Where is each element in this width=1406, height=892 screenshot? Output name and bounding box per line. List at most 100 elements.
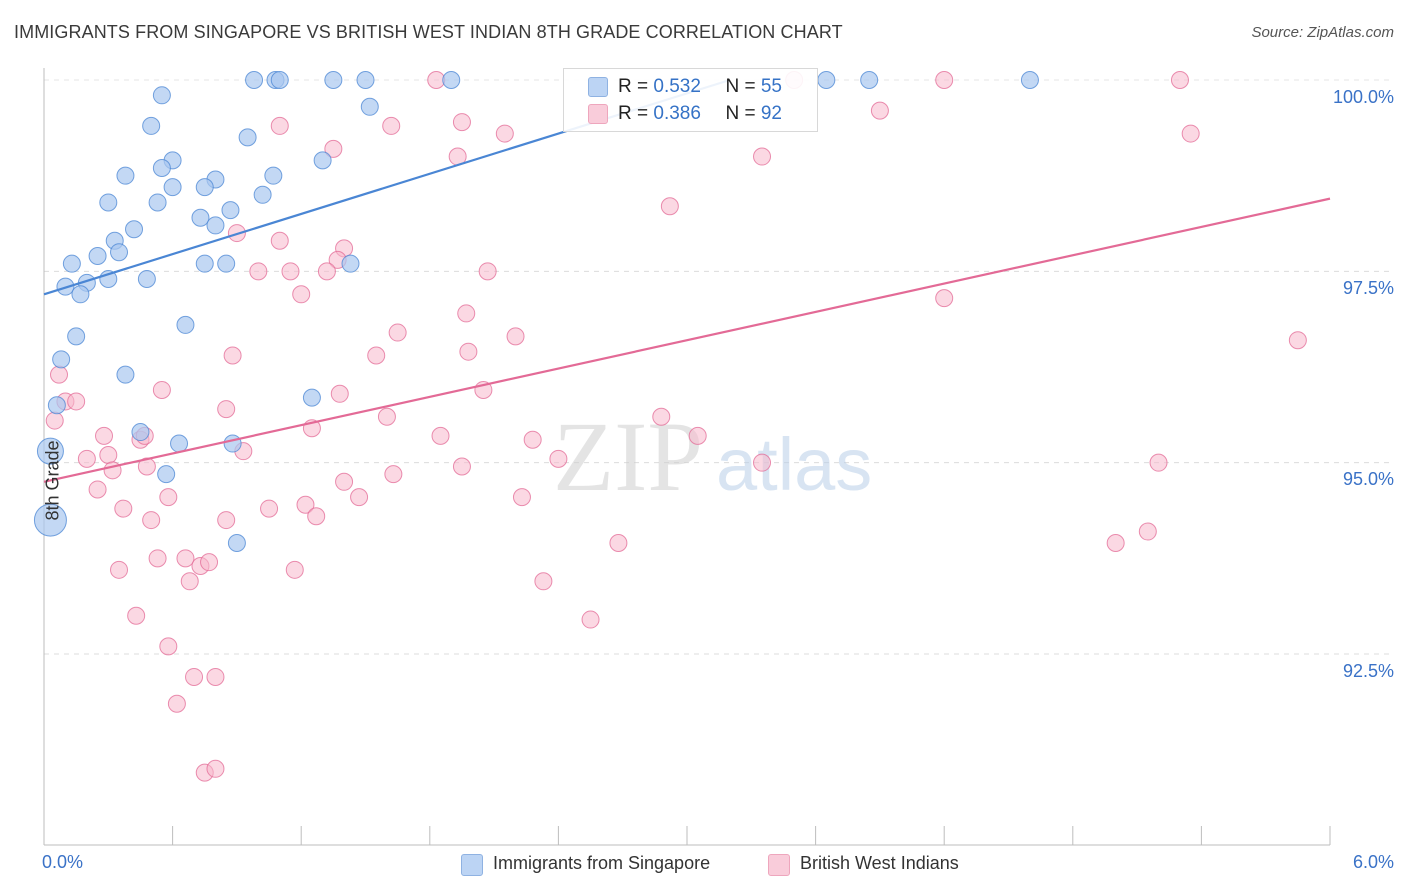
point-singapore: [442, 71, 461, 89]
point-british-west-indian: [431, 426, 450, 445]
y-tick-label: 95.0%: [1342, 469, 1394, 489]
point-british-west-indian: [206, 667, 225, 686]
point-british-west-indian: [50, 365, 69, 384]
point-singapore: [206, 216, 225, 235]
point-british-west-indian: [137, 457, 156, 476]
point-singapore: [253, 185, 272, 204]
correlation-legend: R = 0.532 N = 55 R = 0.386 N = 92: [563, 68, 818, 132]
point-british-west-indian: [506, 327, 525, 346]
point-british-west-indian: [1288, 331, 1307, 350]
point-singapore: [67, 327, 86, 346]
point-singapore: [116, 365, 135, 384]
point-british-west-indian: [335, 472, 354, 491]
point-british-west-indian: [159, 637, 178, 656]
point-british-west-indian: [270, 116, 289, 135]
point-singapore: [223, 434, 242, 453]
point-british-west-indian: [110, 560, 129, 579]
point-british-west-indian: [180, 572, 199, 591]
point-singapore: [36, 437, 64, 465]
point-british-west-indian: [159, 488, 178, 507]
point-british-west-indian: [350, 488, 369, 507]
point-singapore: [227, 534, 246, 553]
point-british-west-indian: [870, 101, 889, 120]
point-british-west-indian: [324, 139, 343, 158]
point-british-west-indian: [206, 759, 225, 778]
point-singapore: [131, 423, 150, 442]
point-singapore: [170, 434, 189, 453]
point-british-west-indian: [1106, 534, 1125, 553]
point-british-west-indian: [935, 71, 954, 89]
point-british-west-indian: [1170, 71, 1189, 89]
point-british-west-indian: [660, 197, 679, 216]
point-singapore: [176, 315, 195, 334]
point-british-west-indian: [185, 667, 204, 686]
point-british-west-indian: [270, 231, 289, 250]
legend-r-label: R =: [618, 103, 654, 124]
point-british-west-indian: [457, 304, 476, 323]
point-british-west-indian: [95, 426, 114, 445]
y-axis-label: 8th Grade: [42, 440, 63, 521]
point-british-west-indian: [377, 407, 396, 426]
point-british-west-indian: [260, 499, 279, 518]
point-singapore: [52, 350, 71, 369]
point-british-west-indian: [382, 116, 401, 135]
point-british-west-indian: [609, 534, 628, 553]
legend-n-value: 55: [760, 76, 782, 97]
series-legend-label: Immigrants from Singapore: [493, 853, 711, 873]
point-british-west-indian: [534, 572, 553, 591]
point-singapore: [47, 396, 66, 415]
point-british-west-indian: [478, 262, 497, 281]
point-singapore: [152, 86, 171, 105]
point-singapore: [99, 193, 118, 212]
point-singapore: [356, 71, 375, 89]
point-singapore: [817, 71, 836, 89]
point-british-west-indian: [223, 346, 242, 365]
legend-n-label: N =: [725, 76, 761, 97]
point-british-west-indian: [688, 426, 707, 445]
point-singapore: [110, 243, 129, 262]
point-singapore: [264, 166, 283, 185]
point-british-west-indian: [330, 384, 349, 403]
point-british-west-indian: [523, 430, 542, 449]
point-british-west-indian: [77, 449, 96, 468]
chart-title: IMMIGRANTS FROM SINGAPORE VS BRITISH WES…: [14, 22, 843, 42]
point-british-west-indian: [452, 457, 471, 476]
point-british-west-indian: [281, 262, 300, 281]
point-british-west-indian: [581, 610, 600, 629]
point-british-west-indian: [200, 553, 219, 572]
watermark-zip: ZIP: [553, 401, 703, 512]
point-british-west-indian: [452, 113, 471, 132]
point-singapore: [221, 201, 240, 220]
point-british-west-indian: [152, 380, 171, 399]
point-singapore: [62, 254, 81, 273]
point-singapore: [341, 254, 360, 273]
point-british-west-indian: [549, 449, 568, 468]
point-british-west-indian: [1149, 453, 1168, 472]
point-british-west-indian: [285, 560, 304, 579]
y-tick-label: 97.5%: [1342, 278, 1394, 298]
watermark-atlas: atlas: [716, 423, 872, 506]
point-singapore: [191, 208, 210, 227]
grid-lines: [44, 79, 1392, 655]
legend-n-value: 92: [760, 103, 782, 124]
point-british-west-indian: [45, 411, 64, 430]
y-tick-label: 100.0%: [1332, 87, 1394, 107]
point-singapore: [238, 128, 257, 147]
point-singapore: [142, 116, 161, 135]
point-british-west-indian: [88, 480, 107, 499]
point-singapore: [217, 254, 236, 273]
point-singapore: [360, 97, 379, 116]
point-british-west-indian: [217, 511, 236, 530]
point-british-west-indian: [1138, 522, 1157, 541]
point-british-west-indian: [148, 549, 167, 568]
watermark: ZIP atlas: [553, 401, 872, 512]
legend-r-value: 0.386: [653, 103, 701, 124]
legend-r-value: 0.532: [653, 76, 701, 97]
legend-n-label: N =: [725, 103, 761, 124]
y-tick-label: 92.5%: [1342, 661, 1394, 681]
point-british-west-indian: [99, 446, 118, 465]
points: [33, 71, 1307, 782]
point-british-west-indian: [459, 342, 478, 361]
point-british-west-indian: [114, 499, 133, 518]
point-singapore: [163, 178, 182, 197]
